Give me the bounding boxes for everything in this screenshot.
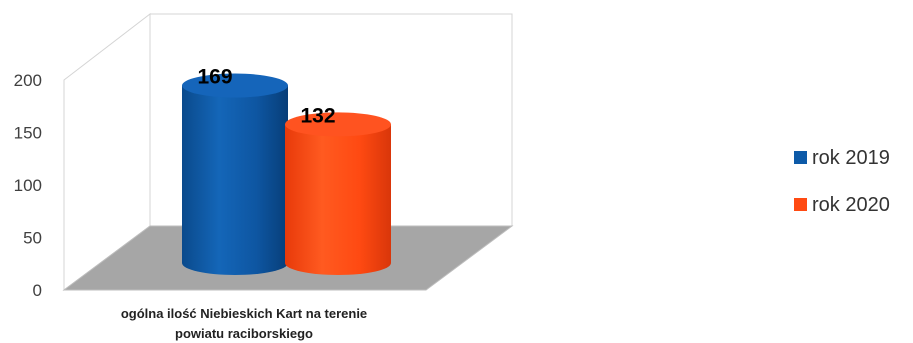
data-label: 169 xyxy=(197,66,232,89)
bar-body xyxy=(182,86,288,275)
category-label-line-1: ogólna ilość Niebieskich Kart na terenie xyxy=(121,306,367,321)
y-tick-label: 150 xyxy=(14,124,42,143)
legend-item-2019: rok 2019 xyxy=(794,147,890,169)
y-axis-ticks: 0 50 100 150 200 xyxy=(14,71,42,300)
bar-rok-2019 xyxy=(182,74,288,275)
legend-item-2020: rok 2020 xyxy=(794,194,890,216)
legend-swatch-2019 xyxy=(794,151,807,164)
y-tick-label: 100 xyxy=(14,176,42,195)
legend: rok 2019 rok 2020 xyxy=(794,147,890,216)
bar-rok-2020 xyxy=(285,112,391,275)
category-label-line-2: powiatu raciborskiego xyxy=(175,326,313,341)
y-tick-label: 200 xyxy=(14,71,42,90)
bar-body xyxy=(285,124,391,275)
legend-label-2019: rok 2019 xyxy=(812,147,890,169)
data-label: 132 xyxy=(300,104,335,127)
y-tick-label: 0 xyxy=(33,281,42,300)
y-tick-label: 50 xyxy=(23,229,42,248)
legend-label-2020: rok 2020 xyxy=(812,194,890,216)
legend-swatch-2020 xyxy=(794,198,807,211)
